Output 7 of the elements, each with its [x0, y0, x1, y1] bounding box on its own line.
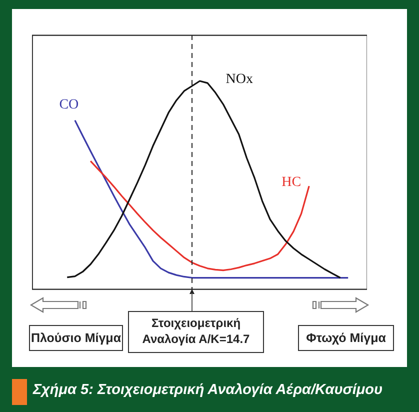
text: Φτωχό Μίγμα [298, 325, 394, 351]
text: Στοιχειομετρική Αναλογία Α/Κ=14.7 [128, 311, 264, 353]
text: Πλούσιο Μίγμα [29, 325, 123, 351]
series-label: HC [282, 175, 302, 190]
series-label: CO [59, 97, 79, 112]
text: Σχήμα 5: Στοιχειομετρική Αναλογία Αέρα/Καυσίμου [33, 382, 383, 398]
series-label: NOx [226, 72, 254, 87]
